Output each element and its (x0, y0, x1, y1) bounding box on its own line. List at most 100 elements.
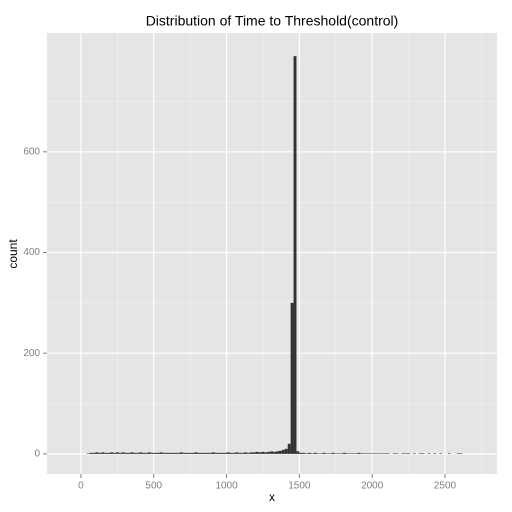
bar (351, 453, 355, 454)
bar (249, 452, 253, 454)
bar (223, 452, 227, 454)
bar (153, 452, 157, 454)
bar (354, 453, 358, 454)
bar (369, 453, 373, 454)
x-tick-label: 0 (78, 481, 84, 492)
bar (395, 453, 399, 454)
bar (267, 451, 271, 454)
bar (112, 452, 116, 454)
bar (325, 453, 329, 454)
bar (421, 453, 425, 454)
bar (147, 452, 151, 454)
bar (334, 453, 338, 454)
bar (217, 452, 221, 454)
bar (220, 452, 224, 454)
x-tick-label: 2500 (434, 481, 457, 492)
bar (316, 453, 320, 454)
bar (264, 452, 268, 454)
bar (328, 453, 332, 454)
bar (305, 453, 309, 454)
bar (104, 452, 108, 454)
bar (261, 451, 265, 454)
bar (386, 453, 390, 454)
bar (168, 452, 172, 454)
bar (162, 452, 166, 454)
bar (401, 453, 405, 454)
bar (255, 451, 259, 454)
bar (121, 452, 125, 454)
bar (273, 451, 277, 454)
bar (171, 452, 175, 454)
bar (281, 449, 285, 454)
bar (115, 452, 119, 454)
bar (139, 452, 143, 454)
bar (258, 452, 262, 454)
bar (331, 452, 335, 454)
bar (439, 453, 443, 454)
y-tick-label: 600 (23, 146, 40, 157)
bar (197, 452, 201, 454)
chart-title: Distribution of Time to Threshold(contro… (146, 13, 399, 29)
bar (378, 453, 381, 454)
bar (412, 453, 416, 454)
bar (92, 452, 96, 454)
bar (418, 453, 422, 454)
bar (241, 452, 245, 454)
bar (372, 453, 376, 454)
bar (246, 452, 250, 454)
bar (433, 453, 437, 454)
bar (427, 453, 431, 454)
bar (337, 453, 341, 454)
bar (188, 452, 192, 454)
bar (293, 56, 297, 454)
bar (363, 453, 367, 454)
bar (86, 453, 90, 454)
bar (89, 452, 93, 454)
bar (235, 452, 239, 454)
bar (95, 452, 99, 454)
bar (284, 448, 288, 454)
bar (287, 443, 291, 454)
bar (360, 453, 364, 454)
bar (407, 453, 411, 454)
bar (130, 452, 134, 454)
bar (348, 453, 352, 454)
bar (107, 452, 111, 454)
bar (366, 453, 370, 454)
bar (179, 452, 183, 454)
bar (404, 453, 408, 454)
y-axis-label: count (6, 239, 20, 269)
bar (238, 452, 242, 454)
bar (244, 452, 247, 454)
bar (203, 452, 207, 454)
bar (380, 453, 384, 454)
bar (308, 452, 312, 454)
bar (156, 452, 160, 454)
bar (182, 452, 186, 454)
bar (232, 452, 236, 454)
panel (47, 33, 497, 474)
bar (343, 452, 346, 454)
bar (101, 452, 105, 454)
bar (133, 452, 137, 454)
bar (185, 452, 189, 454)
bar (392, 453, 396, 454)
bar (124, 452, 128, 454)
bar (322, 452, 326, 454)
bar (229, 452, 233, 454)
y-tick-label: 0 (34, 449, 40, 460)
bar (340, 453, 344, 454)
bar (145, 452, 148, 454)
bar (165, 452, 169, 454)
bar (278, 450, 282, 454)
bar (357, 452, 361, 454)
bar (383, 453, 387, 454)
bar (313, 452, 317, 454)
bar (375, 453, 379, 454)
bar (270, 451, 274, 454)
bar (194, 452, 198, 454)
bar (177, 452, 180, 454)
x-tick-label: 1500 (288, 481, 311, 492)
